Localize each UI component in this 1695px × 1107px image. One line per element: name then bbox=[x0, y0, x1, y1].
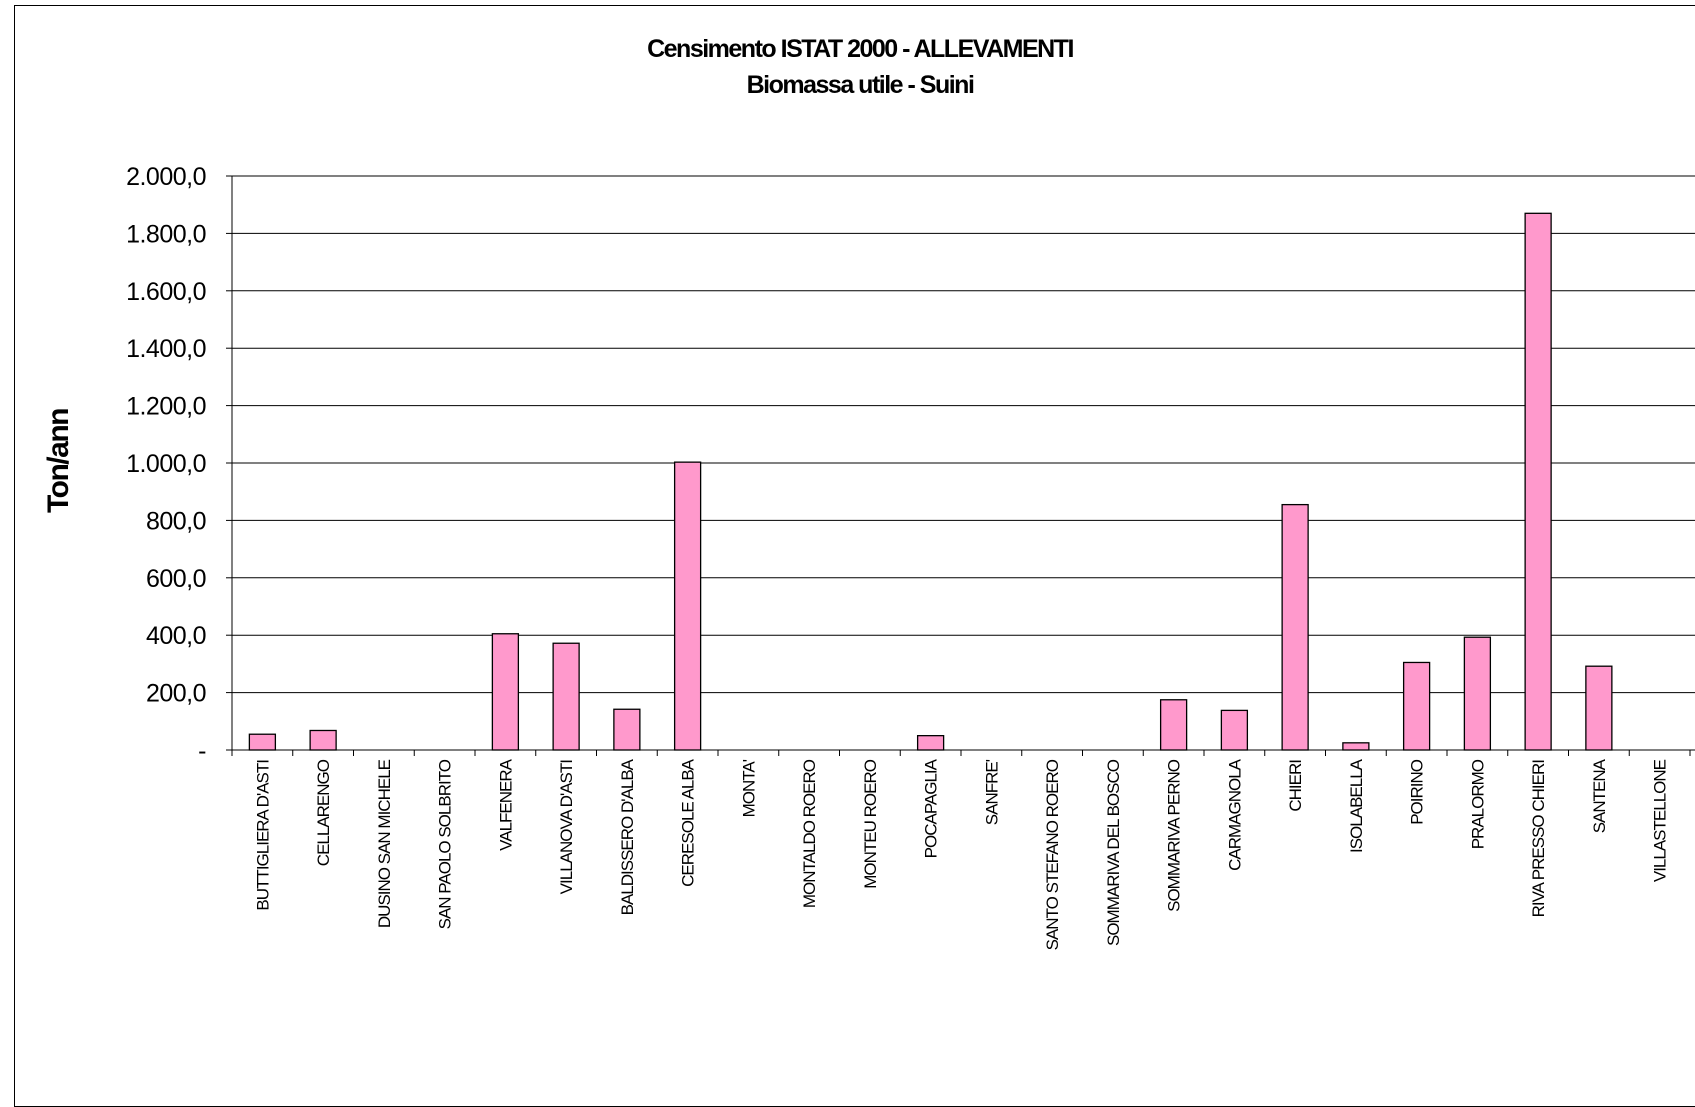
x-tick-label: MONTA' bbox=[739, 759, 758, 817]
x-tick-label: DUSINO SAN MICHELE bbox=[375, 759, 394, 928]
x-tick-label: SANTENA bbox=[1590, 758, 1609, 833]
x-tick-label: SANTO STEFANO ROERO bbox=[1043, 759, 1062, 950]
axes bbox=[226, 175, 1695, 756]
bar bbox=[491, 633, 520, 751]
x-tick-label: BALDISSERO D'ALBA bbox=[618, 758, 637, 915]
bar bbox=[1463, 636, 1492, 751]
bar bbox=[1585, 665, 1613, 751]
chart-frame bbox=[14, 5, 1695, 1107]
bar bbox=[673, 461, 702, 751]
x-tick-label: VILLASTELLONE bbox=[1651, 759, 1670, 882]
y-tick-label: - bbox=[198, 737, 206, 765]
bar-chart: Censimento ISTAT 2000 - ALLEVAMENTI Biom… bbox=[42, 35, 1695, 950]
x-tick-label: POIRINO bbox=[1408, 759, 1427, 825]
x-tick-label: CARMAGNOLA bbox=[1225, 758, 1244, 871]
bar bbox=[1220, 709, 1249, 751]
bar bbox=[309, 729, 337, 751]
x-tick-label: PRALORMO bbox=[1468, 759, 1487, 849]
y-tick-label: 1.800,0 bbox=[126, 220, 206, 248]
x-tick-label: CHIERI bbox=[1286, 760, 1305, 812]
y-tick-label: 1.600,0 bbox=[126, 278, 206, 306]
x-tick-label: CELLARENGO bbox=[314, 759, 333, 866]
x-tick-label: MONTALDO ROERO bbox=[800, 759, 819, 908]
bar bbox=[1402, 661, 1431, 751]
bar bbox=[1524, 212, 1552, 751]
y-tick-label: 200,0 bbox=[146, 680, 206, 708]
y-tick-labels: - 200,0 400,0 600,0 800,0 1.000,0 1.200,0 1.400… bbox=[126, 163, 207, 765]
y-tick-label: 1.200,0 bbox=[126, 393, 206, 421]
y-tick-label: 400,0 bbox=[146, 622, 206, 650]
x-tick-label: SOMMARIVA PERNO bbox=[1165, 759, 1184, 912]
x-tick-label: RIVA PRESSO CHIERI bbox=[1529, 760, 1548, 918]
x-tick-label: CERESOLE ALBA bbox=[679, 758, 698, 887]
x-tick-label: VILLANOVA D'ASTI bbox=[557, 760, 576, 895]
chart-subtitle: Biomassa utile - Suini bbox=[747, 71, 974, 99]
y-tick-label: 600,0 bbox=[146, 565, 206, 593]
x-tick-label: SAN PAOLO SOLBRITO bbox=[436, 759, 455, 929]
gridlines bbox=[232, 175, 1695, 694]
x-tick-label: MONTEU ROERO bbox=[861, 759, 880, 889]
bar bbox=[1281, 503, 1309, 751]
bar bbox=[248, 733, 277, 751]
y-tick-label: 1.400,0 bbox=[126, 335, 206, 363]
bar bbox=[552, 642, 580, 751]
x-tick-label: SANFRE' bbox=[982, 759, 1001, 825]
x-tick-labels: BUTTIGLIERA D'ASTI CELLARENGO DUSINO SAN M… bbox=[253, 758, 1669, 950]
bars bbox=[248, 212, 1613, 751]
x-tick-label: ISOLABELLA bbox=[1347, 758, 1366, 853]
bar bbox=[1159, 699, 1188, 751]
y-tick-label: 1.000,0 bbox=[126, 450, 206, 478]
x-tick-label: POCAPAGLIA bbox=[922, 758, 941, 858]
x-tick-label: SOMMARIVA DEL BOSCO bbox=[1104, 759, 1123, 946]
bar bbox=[916, 735, 945, 751]
x-tick-label: VALFENERA bbox=[496, 758, 515, 850]
chart-title: Censimento ISTAT 2000 - ALLEVAMENTI bbox=[647, 35, 1073, 63]
y-tick-label: 2.000,0 bbox=[126, 163, 206, 191]
bar bbox=[1342, 742, 1370, 751]
y-tick-label: 800,0 bbox=[146, 507, 206, 535]
y-axis-label: Ton/ann bbox=[42, 409, 75, 513]
x-tick-label: BUTTIGLIERA D'ASTI bbox=[253, 760, 272, 911]
bar bbox=[613, 708, 641, 751]
